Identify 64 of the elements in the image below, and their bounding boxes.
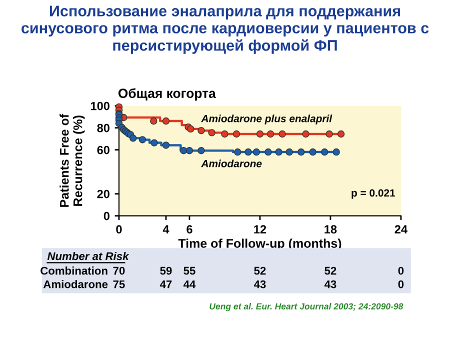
point xyxy=(187,125,194,133)
x-tick-label: 6 xyxy=(186,225,192,234)
text: Ueng et al. Eur. Heart Journal 2003; 24:2090-98 xyxy=(210,303,404,312)
point xyxy=(232,130,240,138)
point xyxy=(275,148,282,156)
point xyxy=(326,130,333,138)
point xyxy=(278,130,286,138)
text: 52 xyxy=(254,266,266,275)
point xyxy=(138,136,146,144)
point xyxy=(162,142,170,149)
y-tick-label: 100 xyxy=(91,102,110,110)
point xyxy=(198,146,205,154)
point xyxy=(266,130,274,138)
x-axis-title: Time of Follow-up (months) xyxy=(178,238,342,250)
text: Amiodarone xyxy=(43,280,108,288)
point xyxy=(302,130,310,138)
x-tick-label: 18 xyxy=(324,225,337,234)
text: 43 xyxy=(324,280,336,288)
text: 55 xyxy=(184,266,196,275)
text: 47 xyxy=(160,280,172,288)
x-tick-label: 12 xyxy=(254,225,266,234)
point xyxy=(256,130,264,138)
x-tick-label: 0 xyxy=(116,225,122,234)
y-tick-label: 60 xyxy=(97,146,110,154)
text: Number at Risk xyxy=(47,252,130,260)
text: 52 xyxy=(324,266,336,275)
x-tick-label: 24 xyxy=(394,225,408,234)
text: 75 xyxy=(113,280,125,288)
text: 43 xyxy=(254,280,266,288)
point xyxy=(162,117,170,125)
point xyxy=(180,146,188,154)
point xyxy=(221,130,228,138)
point xyxy=(234,148,242,156)
text: Combination xyxy=(40,266,108,275)
point xyxy=(297,148,305,156)
point xyxy=(186,146,194,154)
point xyxy=(286,148,293,156)
point xyxy=(309,148,316,156)
x-tick-label: 4 xyxy=(162,225,170,234)
point xyxy=(150,139,158,146)
text: 70 xyxy=(113,266,125,275)
y-tick-label: 0 xyxy=(104,212,110,220)
chart-title: Использование эналаприла для поддержания синусового ритма после кардиоверсии у пациентов с персистирующей формой ФП xyxy=(22,6,429,54)
point xyxy=(129,134,137,142)
point xyxy=(264,148,272,156)
point xyxy=(252,148,260,156)
text: 44 xyxy=(183,280,196,288)
point xyxy=(244,148,252,156)
series-label: Amiodarone plus enalapril xyxy=(201,114,332,124)
point xyxy=(320,148,328,156)
y-axis-title: Patients Free of Recurrence (%) xyxy=(60,114,85,207)
y-tick-label: 20 xyxy=(97,190,110,198)
point xyxy=(332,148,340,156)
annotation: p = 0.021 xyxy=(352,189,396,199)
series-label: Amiodarone xyxy=(201,160,262,168)
point xyxy=(198,126,205,134)
y-tick-label: 80 xyxy=(97,124,110,132)
point xyxy=(150,117,158,125)
chart-subtitle: Общая когорта xyxy=(118,88,216,101)
point xyxy=(208,129,216,136)
text: 0 xyxy=(398,280,404,288)
text: 59 xyxy=(160,266,172,275)
point xyxy=(337,130,345,138)
text: 0 xyxy=(398,266,404,275)
